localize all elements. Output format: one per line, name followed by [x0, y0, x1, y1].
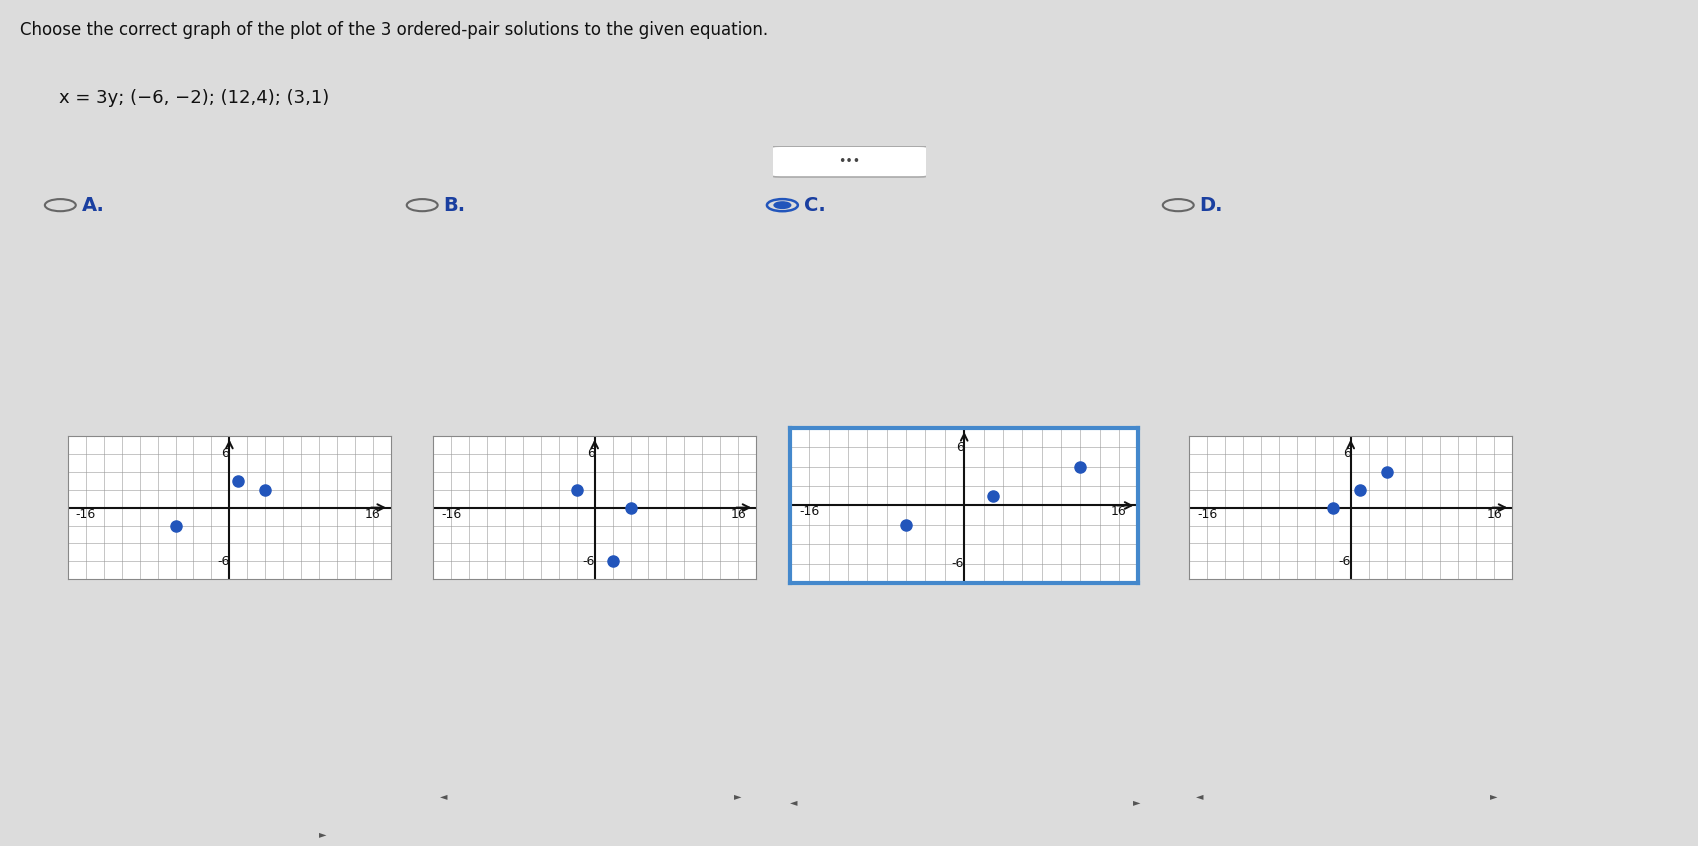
Text: D.: D. [1199, 195, 1223, 215]
Text: -16: -16 [441, 508, 462, 520]
Text: Choose the correct graph of the plot of the 3 ordered-pair solutions to the give: Choose the correct graph of the plot of … [20, 21, 767, 39]
Text: x = 3y; (−6, −2); (12,4); (3,1): x = 3y; (−6, −2); (12,4); (3,1) [59, 89, 329, 107]
Text: -16: -16 [1197, 508, 1217, 520]
Text: -16: -16 [798, 506, 818, 519]
Text: 16: 16 [1486, 508, 1501, 520]
Text: ◄: ◄ [790, 797, 796, 807]
FancyBboxPatch shape [767, 146, 931, 177]
Circle shape [774, 202, 790, 208]
Text: ◄: ◄ [1195, 791, 1202, 801]
Text: ►: ► [1489, 791, 1496, 801]
Text: •••: ••• [837, 155, 861, 168]
Text: 16: 16 [1110, 506, 1126, 519]
Text: 6: 6 [586, 448, 594, 460]
Text: -16: -16 [76, 508, 97, 520]
Text: -6: -6 [217, 555, 229, 568]
Text: ►: ► [734, 791, 740, 801]
Text: 16: 16 [730, 508, 745, 520]
Text: ►: ► [1133, 797, 1139, 807]
Text: B.: B. [443, 195, 465, 215]
Text: A.: A. [82, 195, 105, 215]
Text: -6: -6 [951, 557, 964, 570]
Text: -6: -6 [582, 555, 594, 568]
Text: 6: 6 [221, 448, 229, 460]
Text: 6: 6 [1341, 448, 1350, 460]
Text: ◄: ◄ [440, 791, 447, 801]
Text: 16: 16 [365, 508, 380, 520]
Text: ►: ► [319, 829, 326, 839]
Text: -6: -6 [1338, 555, 1350, 568]
Text: 6: 6 [956, 441, 964, 454]
Text: C.: C. [803, 195, 825, 215]
